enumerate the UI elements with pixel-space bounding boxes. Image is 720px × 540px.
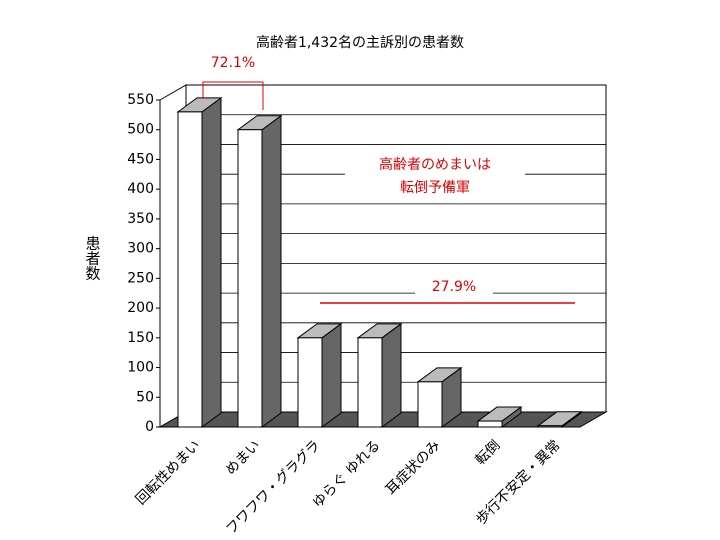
y-tick-label: 100	[127, 360, 154, 376]
bracket	[202, 81, 264, 110]
bar-side	[201, 96, 222, 428]
annotation-bg	[415, 276, 493, 300]
y-tick-label: 50	[136, 389, 154, 405]
bar-side	[381, 322, 402, 428]
annotation: 転倒予備軍	[400, 180, 470, 196]
x-tick-label: めまい	[223, 437, 264, 478]
y-tick-label: 250	[127, 270, 154, 286]
annotation-bg	[345, 155, 525, 199]
annotation: 高齢者のめまいは	[379, 156, 491, 173]
y-tick-label: 450	[127, 151, 154, 167]
y-tick-label: 350	[127, 211, 154, 227]
bar	[237, 129, 263, 428]
y-tick-label: 200	[127, 300, 154, 316]
bar-side	[261, 114, 282, 428]
y-tick-label: 0	[145, 419, 154, 435]
y-tick-label: 550	[127, 92, 154, 108]
bar	[177, 111, 203, 428]
y-tick-label: 300	[127, 241, 154, 257]
y-tick-label: 500	[127, 122, 154, 138]
annotations: 72.1% 高齢者のめまいは 転倒予備軍 27.9%	[202, 55, 575, 304]
bar	[477, 420, 503, 428]
annotation: 72.1%	[211, 55, 255, 71]
x-tick-label: 耳症状のみ	[383, 437, 444, 498]
y-tick-label: 400	[127, 181, 154, 197]
bar-side	[321, 322, 342, 428]
bar	[537, 425, 563, 428]
bar	[357, 337, 383, 428]
plot: 0 50 100 150 200 250 300 350 400 450 500 550 回転性めまいめ…	[127, 84, 608, 538]
x-tick-label: 回転性めまい	[133, 437, 204, 508]
y-axis-label: 患者数	[84, 236, 102, 281]
annotation: 27.9%	[432, 279, 476, 295]
y-tick-label: 150	[127, 330, 154, 346]
bar	[417, 381, 443, 428]
bar	[297, 337, 323, 428]
chart-title: 高齢者1,432名の主訴別の患者数	[256, 34, 464, 51]
x-tick-label: 転倒	[473, 437, 504, 468]
